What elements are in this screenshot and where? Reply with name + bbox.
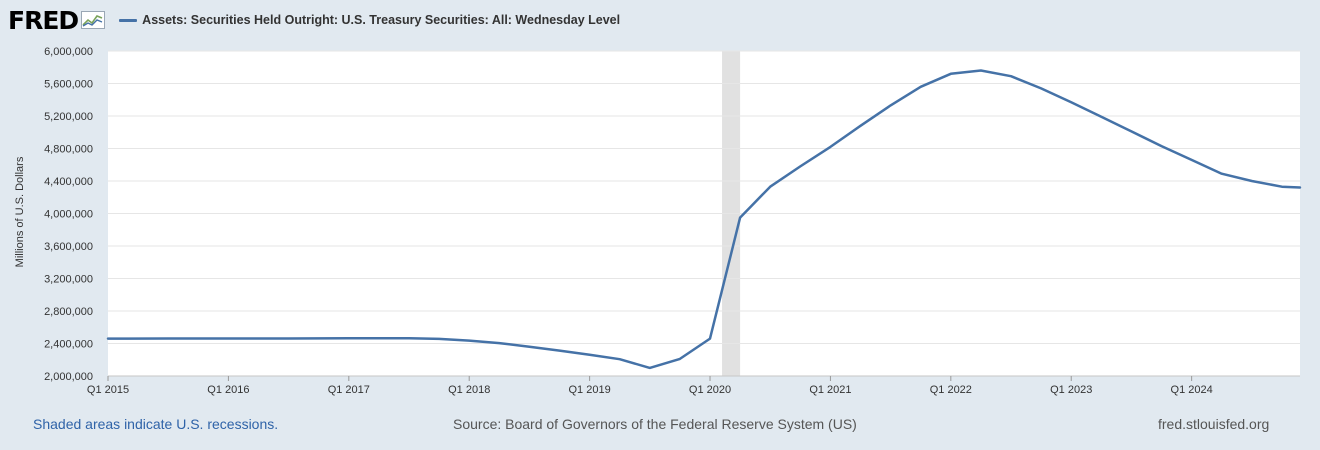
source-text: Source: Board of Governors of the Federa… [453, 416, 857, 432]
x-tick-label: Q1 2017 [328, 384, 370, 396]
y-tick-label: 2,400,000 [44, 339, 93, 351]
x-tick-label: Q1 2024 [1171, 384, 1213, 396]
y-tick-label: 5,600,000 [44, 79, 93, 91]
y-tick-label: 2,000,000 [44, 371, 93, 383]
x-tick-label: Q1 2021 [809, 384, 851, 396]
x-tick-label: Q1 2020 [689, 384, 731, 396]
y-axis-ticks: 2,000,000 2,400,000 2,800,000 3,200,000 3,60… [44, 46, 93, 383]
x-tick-label: Q1 2022 [930, 384, 972, 396]
y-tick-label: 6,000,000 [44, 46, 93, 58]
y-axis-label: Millions of U.S. Dollars [14, 156, 26, 267]
grid-layer [108, 50, 1300, 377]
y-tick-label: 3,200,000 [44, 274, 93, 286]
x-axis-ticks: Q1 2015 Q1 2016 Q1 2017 Q1 2018 Q1 2019 Q1 20… [87, 376, 1213, 396]
website-text: fred.stlouisfed.org [1158, 416, 1270, 432]
y-tick-label: 2,800,000 [44, 306, 93, 318]
y-tick-label: 5,200,000 [44, 111, 93, 123]
y-tick-label: 4,000,000 [44, 209, 93, 221]
x-tick-label: Q1 2023 [1050, 384, 1092, 396]
y-tick-label: 4,400,000 [44, 176, 93, 188]
legend[interactable]: Assets: Securities Held Outright: U.S. T… [119, 13, 620, 27]
legend-label: Assets: Securities Held Outright: U.S. T… [142, 13, 621, 27]
recession-note-link[interactable]: Shaded areas indicate U.S. recessions. [33, 416, 279, 432]
fred-logo[interactable]: FRED [8, 5, 106, 35]
chart-header: FRED Assets: Securities Held Outright: U… [8, 5, 620, 35]
series-layer [106, 69, 1302, 370]
series-line[interactable] [106, 69, 1302, 370]
x-tick-label: Q1 2019 [569, 384, 611, 396]
chart-area: 2,000,000 2,400,000 2,800,000 3,200,000 3,60… [14, 46, 1302, 396]
y-tick-label: 4,800,000 [44, 144, 93, 156]
y-tick-label: 3,600,000 [44, 241, 93, 253]
x-tick-label: Q1 2016 [207, 384, 249, 396]
x-tick-label: Q1 2018 [448, 384, 490, 396]
fred-logo-text: FRED [8, 5, 79, 35]
x-tick-label: Q1 2015 [87, 384, 129, 396]
legend-swatch [119, 18, 138, 22]
fred-chart-logo-icon [81, 11, 106, 29]
